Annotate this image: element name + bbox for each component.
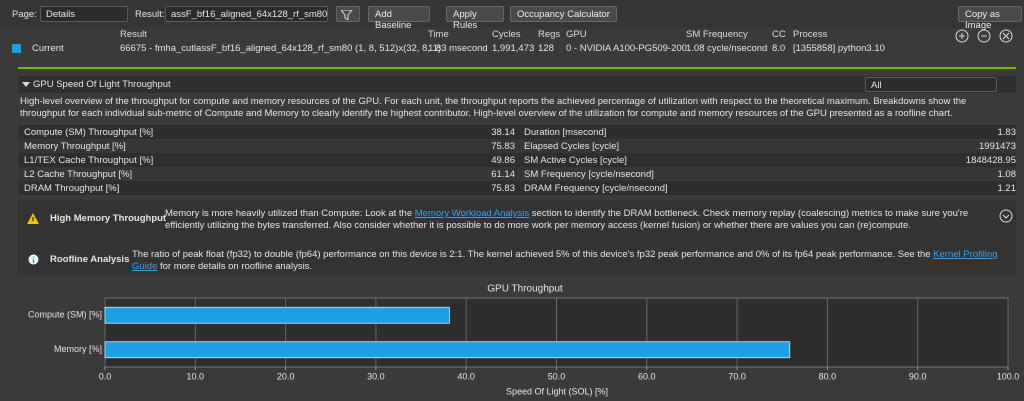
note-title: High Memory Throughput [50,213,167,224]
metric-value: 1.21 [997,183,1017,194]
metric-value: 38.14 [491,127,515,138]
section-description: High-level overview of the throughput fo… [20,96,967,119]
metric-row [18,167,1016,181]
x-tick-label: 60.0 [638,371,656,381]
x-tick-label: 20.0 [277,371,295,381]
x-tick-label: 90.0 [909,371,927,381]
result-value: 1,991,473 [492,43,535,54]
metric-name: SM Frequency [cycle/nsecond] [524,169,654,180]
x-tick-label: 30.0 [367,371,385,381]
metric-name: SM Active Cycles [cycle] [524,155,627,166]
info-icon [28,254,39,265]
metric-value: 61.14 [491,169,515,180]
metric-value: 49.86 [491,155,515,166]
result-value: [1355858] python3.10 [793,43,885,54]
metric-name: Duration [msecond] [524,127,607,138]
result-select[interactable]: assF_bf16_aligned_64x128_rf_sm80 [165,6,328,22]
result-header: SM Frequency [686,29,748,40]
metric-row [18,181,1016,195]
metric-row [18,125,1016,139]
section-filter[interactable]: All [865,77,997,92]
page-label: Page: [12,9,37,20]
note-text-after: for more details on roofline analysis. [157,261,313,272]
result-header: Regs [538,29,561,40]
chart-title: GPU Throughput [487,284,563,295]
note-link[interactable]: Memory Workload Analysis [414,208,530,219]
metric-name: DRAM Throughput [%] [24,183,120,194]
result-header: Result [120,29,147,40]
note-title: Roofline Analysis [50,254,130,265]
metric-value: 1991473 [979,141,1016,152]
metric-name: Memory Throughput [%] [24,141,126,152]
x-axis-label: Speed Of Light (SOL) [%] [506,386,608,396]
section-title: GPU Speed Of Light Throughput [33,79,171,90]
x-tick-label: 40.0 [457,371,475,381]
result-header: Process [793,29,828,40]
bar [104,341,791,359]
metric-name: DRAM Frequency [cycle/nsecond] [524,183,668,194]
result-value: 128 [538,43,554,54]
current-swatch [12,44,21,53]
toolbar-button[interactable]: Add Baseline [368,6,430,31]
note-text-after: section to identify the DRAM bottleneck.… [165,208,969,231]
metric-name: L1/TEX Cache Throughput [%] [24,155,154,166]
metric-value: 1.83 [997,127,1017,138]
copy-image-button[interactable]: Copy as Image [958,6,1022,31]
result-header: Cycles [492,29,521,40]
warning-icon [27,213,39,224]
metric-value: 1.08 [997,169,1017,180]
y-tick-label: Compute (SM) [%] [28,310,102,320]
section-accent [18,67,1016,69]
result-header: Time [428,29,449,40]
x-tick-label: 0.0 [99,371,112,381]
result-actions [955,29,1013,43]
result-value: 8.0 [772,43,786,54]
x-tick-label: 70.0 [728,371,746,381]
y-tick-label: Memory [%] [54,344,102,354]
metric-name: L2 Cache Throughput [%] [24,169,133,180]
x-tick-label: 50.0 [548,371,566,381]
metric-value: 1848428.95 [965,155,1016,166]
metric-name: Compute (SM) Throughput [%] [24,127,154,138]
metric-row [18,153,1016,167]
result-value: 66675 - fmha_cutlassF_bf16_aligned_64x12… [120,43,442,54]
current-label: Current [32,43,64,54]
note-text-before: Memory is more heavily utilized than Com… [165,208,415,219]
x-tick-label: 100.0 [997,371,1020,381]
x-tick-label: 80.0 [819,371,837,381]
toolbar-button[interactable]: Occupancy Calculator [510,6,617,22]
expand-icon[interactable] [999,209,1013,223]
chart: GPU Throughput Speed Of Light (SOL) [%] … [28,284,1020,397]
toolbar-button[interactable]: Apply Rules [446,6,504,31]
metric-value: 75.83 [491,141,515,152]
result-label: Result: [135,9,165,20]
page-select[interactable]: Details [40,6,128,22]
result-value: 1.83 msecond [428,43,488,54]
note-text: Memory is more heavily utilized than Com… [165,208,985,232]
result-header: CC [772,29,786,40]
note-text: The ratio of peak float (fp32) to double… [132,249,1007,273]
filter-button[interactable] [336,6,360,22]
metric-value: 75.83 [491,183,515,194]
note-text-before: The ratio of peak float (fp32) to double… [132,249,934,260]
result-value: 0 - NVIDIA A100-PG509-200 [566,43,687,54]
bar [104,306,450,324]
notes-panel [18,200,1016,275]
result-header: GPU [566,29,587,40]
collapse-icon[interactable] [22,81,30,89]
note-link[interactable]: Kernel Profiling Guide [132,249,998,272]
result-value: 1.08 cycle/nsecond [686,43,768,54]
filter-icon [341,10,353,20]
metric-name: Elapsed Cycles [cycle] [524,141,620,152]
section-header [18,76,1016,93]
metric-row [18,139,1016,153]
x-tick-label: 10.0 [187,371,205,381]
